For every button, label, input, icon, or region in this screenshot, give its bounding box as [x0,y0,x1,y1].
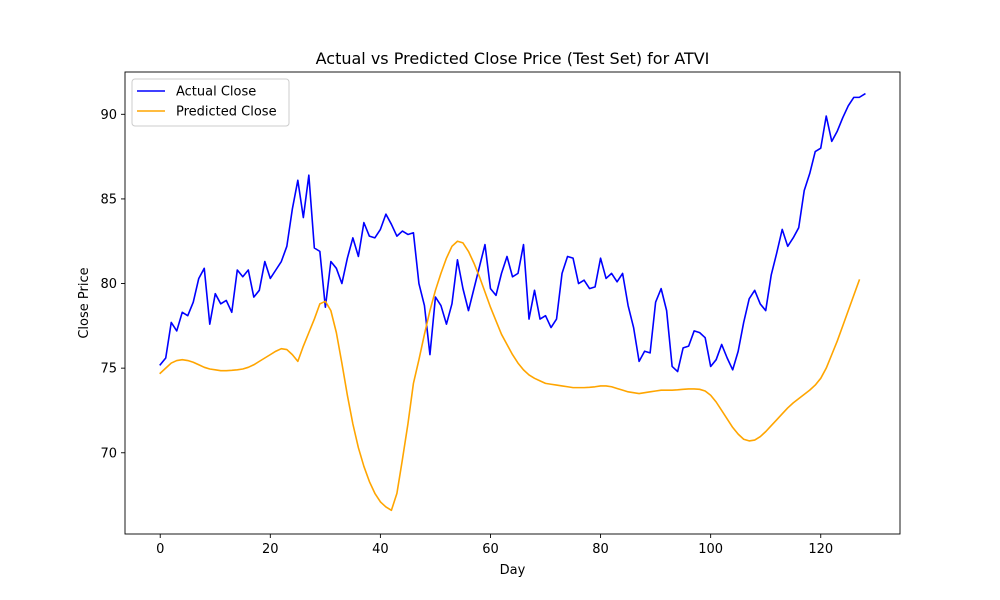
x-axis-label: Day [500,563,526,578]
y-tick-label: 90 [100,108,117,123]
x-tick-label: 100 [698,542,723,557]
plot-area [159,92,866,512]
x-tick-label: 80 [592,542,609,557]
axes: 0 20 40 60 80 100 120 70 75 80 85 90 [100,71,901,557]
y-tick-label: 70 [100,446,117,461]
x-tick-label: 20 [262,542,279,557]
x-tick-label: 120 [808,542,833,557]
y-tick-label: 75 [100,362,117,377]
x-tick-label: 40 [372,542,389,557]
legend-box [131,78,290,127]
chart-title: Actual vs Predicted Close Price (Test Se… [316,49,710,68]
x-tick-label: 60 [482,542,499,557]
legend-label-predicted-close: Predicted Close [176,105,277,120]
y-axis-label: Close Price [77,267,92,338]
y-tick-label: 85 [100,192,117,207]
legend: Actual Close Predicted Close [131,78,290,127]
series-line-predicted-close [159,240,861,512]
y-tick-label: 80 [100,277,117,292]
x-tick-label: 0 [156,542,164,557]
legend-label-actual-close: Actual Close [176,85,256,100]
axes-frame [124,71,901,535]
series-line-actual-close [159,92,866,373]
